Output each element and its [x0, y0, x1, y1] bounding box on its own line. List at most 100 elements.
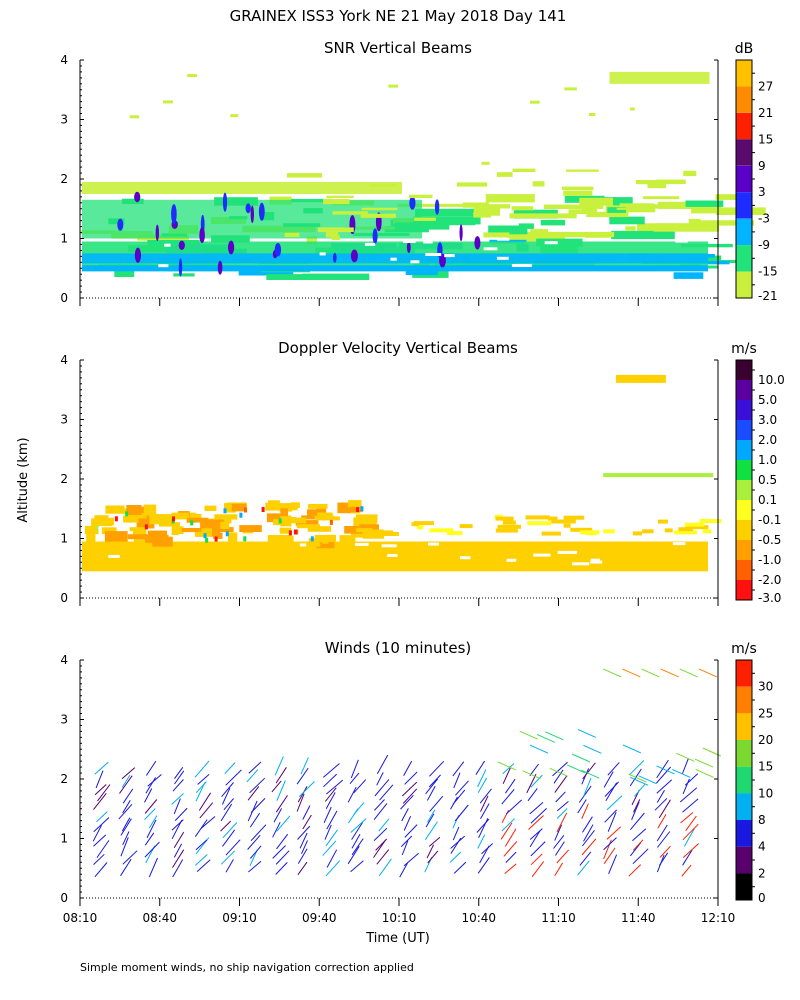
- doppler-cell: [175, 526, 184, 534]
- snr-gap: [319, 252, 326, 256]
- wind-barb: [656, 766, 671, 784]
- snr-cell: [530, 233, 553, 237]
- snr-colorbar-label: 15: [758, 132, 773, 146]
- wind-barb: [622, 668, 641, 678]
- wind-barb: [122, 831, 130, 846]
- wind-barb: [276, 780, 286, 801]
- doppler-speck: [144, 524, 148, 530]
- wind-barb: [556, 801, 569, 812]
- snr-band-top: [82, 182, 402, 194]
- doppler-colorbar-label: -1.0: [758, 553, 781, 567]
- wind-barb: [695, 768, 714, 778]
- footnote: Simple moment winds, no ship navigation …: [80, 961, 414, 974]
- doppler-gap: [381, 544, 397, 548]
- doppler-speck: [360, 506, 364, 512]
- wind-barb: [536, 733, 556, 743]
- snr-peak: [217, 260, 223, 275]
- snr-cell: [507, 232, 530, 237]
- wind-barb: [172, 849, 185, 868]
- wind-barb: [399, 862, 409, 878]
- doppler-speck: [288, 530, 292, 536]
- snr-patch: [496, 172, 513, 177]
- winds-panel: Winds (10 minutes) m/s 0 1 2 3 4 08:10 08:40 09…: [60, 639, 773, 925]
- snr-cell: [509, 213, 577, 219]
- snr-patch: [332, 211, 368, 215]
- doppler-colorbar-label: -3.0: [758, 591, 781, 605]
- doppler-speck: [329, 519, 333, 525]
- wind-barb: [477, 834, 486, 849]
- snr-peak: [178, 240, 185, 250]
- doppler-colorbar-swatch: [736, 420, 752, 440]
- wind-barb: [403, 760, 413, 777]
- wind-barb: [497, 761, 517, 771]
- wind-barb: [119, 775, 133, 794]
- snr-cell: [579, 197, 613, 206]
- doppler-gap: [428, 542, 439, 546]
- wind-barb: [297, 861, 308, 876]
- doppler-colorbar-label: 1.0: [758, 453, 777, 467]
- wind-barb: [424, 821, 438, 840]
- doppler-colorbar-unit: m/s: [731, 341, 757, 357]
- doppler-patch: [356, 528, 373, 533]
- snr-cell: [586, 211, 629, 218]
- wind-barb: [682, 758, 689, 774]
- wind-barb: [247, 834, 261, 850]
- wind-barb: [148, 857, 158, 878]
- doppler-patch: [497, 524, 521, 529]
- wind-barb: [376, 754, 389, 774]
- wind-barb: [221, 787, 231, 805]
- doppler-y-tick-label: 4: [60, 353, 68, 367]
- doppler-speck: [214, 536, 218, 542]
- wind-barb: [631, 801, 640, 820]
- doppler-colorbar-swatch: [736, 360, 752, 380]
- wind-barb: [97, 784, 111, 802]
- winds-y-tick-label: 1: [60, 832, 68, 846]
- wind-barb: [93, 853, 105, 865]
- doppler-gap: [590, 558, 600, 562]
- doppler-cell: [239, 525, 262, 532]
- snr-colorbar-swatch: [736, 86, 752, 113]
- doppler-patch: [495, 528, 518, 533]
- doppler-cell: [147, 530, 167, 540]
- snr-patch: [331, 235, 340, 240]
- wind-barb: [144, 788, 153, 803]
- snr-cell: [685, 200, 724, 207]
- wind-barb: [297, 825, 311, 840]
- winds-colorbar-label: 4: [758, 840, 766, 854]
- wind-barb: [376, 772, 384, 786]
- wind-barb: [556, 808, 568, 819]
- wind-barb: [629, 760, 645, 776]
- doppler-patch: [563, 523, 571, 528]
- wind-barb: [429, 760, 445, 777]
- doppler-cell: [317, 512, 333, 518]
- wind-barb: [402, 788, 418, 804]
- wind-barb: [426, 844, 435, 859]
- wind-barb: [148, 815, 158, 829]
- wind-barb: [194, 760, 210, 778]
- wind-barb: [171, 819, 184, 831]
- snr-colorbar-label: 21: [758, 106, 773, 120]
- doppler-colorbar-swatch: [736, 540, 752, 560]
- wind-barb: [660, 668, 679, 678]
- wind-barb: [326, 849, 338, 868]
- snr-y-tick-label: 0: [60, 291, 68, 305]
- wind-barb: [223, 798, 234, 811]
- doppler-cell: [213, 532, 223, 539]
- winds-colorbar-swatch: [736, 713, 752, 740]
- wind-barb: [94, 761, 109, 775]
- wind-barb: [144, 799, 158, 814]
- doppler-cell: [194, 528, 212, 537]
- wind-barb: [657, 831, 671, 848]
- doppler-patch: [370, 529, 384, 534]
- snr-patch: [325, 231, 339, 238]
- doppler-patch: [413, 521, 434, 526]
- doppler-cell: [308, 538, 321, 547]
- wind-barb: [632, 848, 649, 865]
- doppler-gap: [299, 543, 307, 547]
- x-tick-label: 09:10: [222, 911, 257, 925]
- snr-colorbar-label: -21: [758, 289, 778, 303]
- wind-barb: [145, 760, 157, 776]
- wind-barb: [501, 818, 515, 832]
- snr-colorbar-swatch: [736, 60, 752, 87]
- wind-barb: [379, 784, 394, 801]
